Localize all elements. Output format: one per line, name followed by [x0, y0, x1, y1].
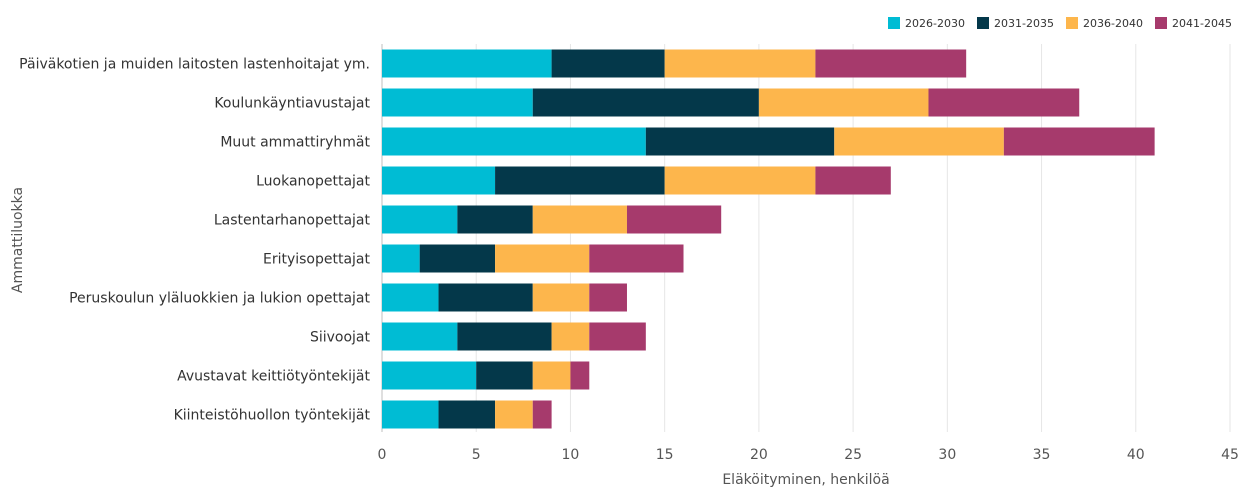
x-tick-label: 15: [656, 447, 674, 463]
bar-segment[interactable]: [532, 205, 627, 234]
x-tick-label: 45: [1221, 447, 1239, 463]
legend-label: 2041-2045: [1172, 17, 1232, 30]
bar-segment[interactable]: [928, 88, 1080, 117]
category-label: Koulunkäyntiavustajat: [214, 96, 370, 112]
x-tick-label: 5: [472, 447, 481, 463]
bar-segment[interactable]: [758, 88, 929, 117]
bar-segment[interactable]: [589, 322, 646, 351]
bar-segment[interactable]: [495, 244, 590, 273]
bar-segment[interactable]: [438, 283, 533, 312]
bar-segment[interactable]: [589, 244, 684, 273]
legend-swatch: [977, 17, 989, 29]
x-tick-labels: 0 5 10 15 20 25 30 35 40 45: [378, 447, 1239, 463]
bar-segment[interactable]: [495, 400, 533, 429]
category-label: Erityisopettajat: [263, 252, 371, 268]
bar-segment[interactable]: [476, 361, 533, 390]
bar-segment[interactable]: [664, 166, 816, 195]
y-axis-title: Ammattiluokka: [10, 187, 26, 293]
bar-segment[interactable]: [532, 400, 552, 429]
category-label: Siivoojat: [310, 330, 371, 346]
x-tick-label: 35: [1033, 447, 1051, 463]
bar-segment[interactable]: [438, 400, 496, 429]
legend-label: 2036-2040: [1083, 17, 1143, 30]
bars: [382, 49, 1155, 429]
x-tick-label: 0: [378, 447, 387, 463]
category-label: Avustavat keittiötyöntekijät: [177, 369, 370, 385]
x-tick-label: 40: [1127, 447, 1145, 463]
category-label: Luokanopettajat: [256, 174, 370, 190]
bar-segment[interactable]: [551, 49, 665, 78]
bar-segment[interactable]: [645, 127, 835, 156]
bar-segment[interactable]: [382, 244, 420, 273]
bar-segment[interactable]: [815, 49, 967, 78]
category-label: Muut ammattiryhmät: [220, 135, 370, 151]
bar-segment[interactable]: [532, 88, 759, 117]
bar-segment[interactable]: [664, 49, 816, 78]
bar-segment[interactable]: [382, 127, 646, 156]
bar-segment[interactable]: [570, 361, 590, 390]
bar-segment[interactable]: [815, 166, 891, 195]
legend-swatch: [888, 17, 900, 29]
bar-segment[interactable]: [457, 322, 552, 351]
bar-segment[interactable]: [532, 361, 571, 390]
x-tick-label: 25: [844, 447, 862, 463]
legend-swatch: [1066, 17, 1078, 29]
bar-segment[interactable]: [382, 361, 477, 390]
legend-label: 2031-2035: [994, 17, 1054, 30]
bar-segment[interactable]: [382, 49, 552, 78]
bar-segment[interactable]: [419, 244, 496, 273]
bar-segment[interactable]: [532, 283, 590, 312]
x-tick-label: 20: [750, 447, 768, 463]
x-tick-label: 10: [562, 447, 580, 463]
bar-segment[interactable]: [382, 166, 496, 195]
bar-segment[interactable]: [834, 127, 1004, 156]
bar-segment[interactable]: [382, 88, 533, 117]
bar-segment[interactable]: [382, 400, 439, 429]
bar-segment[interactable]: [1003, 127, 1155, 156]
category-label: Lastentarhanopettajat: [214, 213, 371, 229]
legend-label: 2026-2030: [905, 17, 965, 30]
category-labels: Päiväkotien ja muiden laitosten lastenho…: [19, 57, 370, 424]
bar-segment[interactable]: [382, 205, 458, 234]
category-label: Kiinteistöhuollon työntekijät: [174, 408, 371, 424]
legend-swatch: [1155, 17, 1167, 29]
bar-segment[interactable]: [589, 283, 627, 312]
category-label: Päiväkotien ja muiden laitosten lastenho…: [19, 57, 370, 73]
x-tick-label: 30: [938, 447, 956, 463]
legend: 2026-2030 2031-2035 2036-2040 2041-2045: [888, 17, 1232, 30]
bar-segment[interactable]: [457, 205, 533, 234]
bar-segment[interactable]: [382, 322, 458, 351]
bar-segment[interactable]: [495, 166, 665, 195]
category-label: Peruskoulun yläluokkien ja lukion opetta…: [69, 291, 370, 307]
x-axis-title: Eläköityminen, henkilöä: [722, 472, 889, 488]
bar-segment[interactable]: [626, 205, 722, 234]
bar-segment[interactable]: [382, 283, 439, 312]
bar-segment[interactable]: [551, 322, 590, 351]
